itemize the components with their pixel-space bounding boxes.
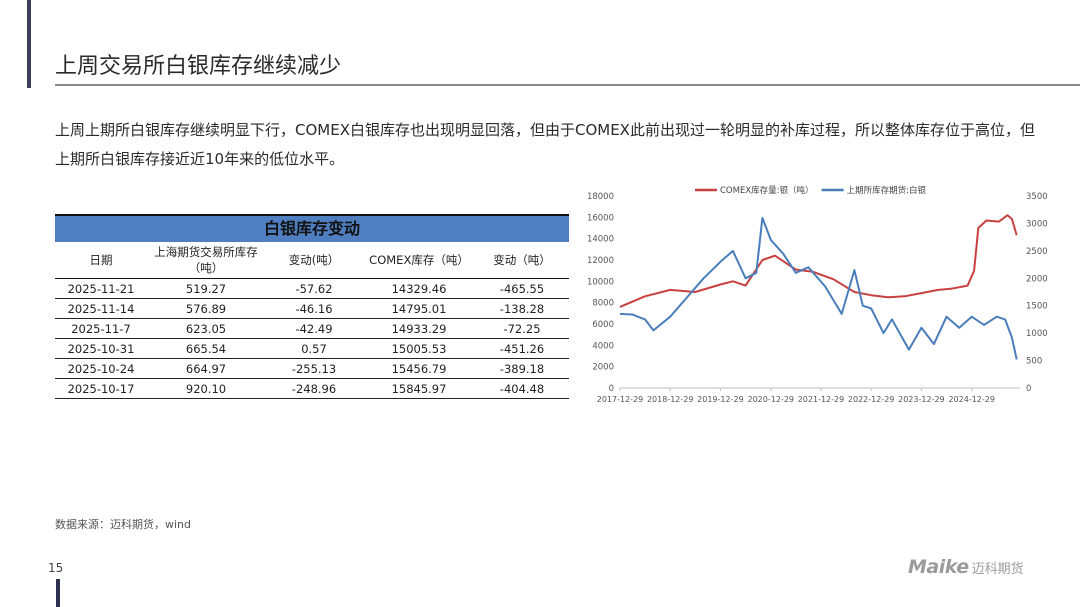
header-shfe-stock: 上海期货交易所库存（吨） bbox=[154, 245, 258, 275]
company-logo: Maike 迈科期货 bbox=[908, 556, 1024, 578]
logo-mark: Maike bbox=[908, 556, 969, 578]
cell-comex-stock: 15456.79 bbox=[391, 361, 447, 376]
cell-date: 2025-11-21 bbox=[67, 281, 135, 296]
page-number: 15 bbox=[48, 561, 64, 575]
data-source-note: 数据来源：迈科期货，wind bbox=[55, 518, 192, 531]
cell-shfe-change: -255.13 bbox=[291, 361, 337, 376]
x-tick-label: 2024-12-29 bbox=[948, 395, 995, 404]
y-left-tick-label: 12000 bbox=[587, 256, 614, 266]
cell-shfe-stock: 665.54 bbox=[185, 341, 227, 356]
cell-shfe-stock: 576.89 bbox=[185, 301, 227, 316]
y-left-tick-label: 2000 bbox=[592, 363, 614, 373]
x-tick-label: 2018-12-29 bbox=[647, 395, 694, 404]
cell-comex-stock: 15005.53 bbox=[391, 341, 447, 356]
cell-comex-change: -138.28 bbox=[499, 301, 545, 316]
cell-comex-change: -389.18 bbox=[499, 361, 545, 376]
x-tick-label: 2022-12-29 bbox=[848, 395, 895, 404]
cell-date: 2025-10-31 bbox=[67, 341, 135, 356]
table-row: 2025-11-21 519.27 -57.62 14329.46 -465.5… bbox=[55, 279, 569, 299]
y-left-tick-label: 16000 bbox=[587, 213, 614, 223]
inventory-line-chart: 0200040006000800010000120001400016000180… bbox=[587, 185, 1048, 404]
header-date: 日期 bbox=[89, 253, 113, 267]
header-comex-stock: COMEX库存（吨） bbox=[369, 253, 469, 267]
cell-comex-stock: 14933.29 bbox=[391, 321, 447, 336]
x-tick-label: 2019-12-29 bbox=[697, 395, 744, 404]
table-top-rule bbox=[55, 214, 569, 216]
y-right-tick-label: 2000 bbox=[1026, 274, 1048, 284]
header-accent-bar bbox=[27, 0, 31, 88]
footer-accent-bar bbox=[56, 579, 60, 607]
table-title: 白银库存变动 bbox=[55, 216, 569, 242]
y-left-tick-label: 0 bbox=[609, 384, 614, 394]
x-tick-label: 2020-12-29 bbox=[748, 395, 795, 404]
header-comex-change: 变动（吨） bbox=[493, 253, 551, 267]
cell-shfe-change: -46.16 bbox=[295, 301, 333, 316]
y-right-tick-label: 3000 bbox=[1026, 219, 1048, 229]
y-left-tick-label: 10000 bbox=[587, 277, 614, 287]
x-tick-label: 2021-12-29 bbox=[798, 395, 845, 404]
cell-shfe-stock: 623.05 bbox=[185, 321, 227, 336]
x-tick-label: 2017-12-29 bbox=[597, 395, 644, 404]
cell-shfe-change: -42.49 bbox=[295, 321, 333, 336]
cell-shfe-stock: 519.27 bbox=[185, 281, 227, 296]
cell-comex-stock: 15845.97 bbox=[391, 381, 447, 396]
y-left-tick-label: 8000 bbox=[592, 299, 614, 309]
cell-shfe-change: 0.57 bbox=[301, 341, 327, 356]
table-row: 2025-10-17 920.10 -248.96 15845.97 -404.… bbox=[55, 379, 569, 399]
table-row: 2025-11-7 623.05 -42.49 14933.29 -72.25 bbox=[55, 319, 569, 339]
title-divider bbox=[55, 84, 1080, 86]
legend-label: COMEX库存量:银（吨） bbox=[720, 185, 814, 196]
y-right-tick-label: 3500 bbox=[1026, 192, 1048, 202]
y-left-tick-label: 6000 bbox=[592, 320, 614, 330]
legend-label: 上期所库存期货:白银 bbox=[847, 185, 927, 196]
cell-comex-stock: 14795.01 bbox=[391, 301, 447, 316]
cell-shfe-stock: 664.97 bbox=[185, 361, 227, 376]
series-line-shfe bbox=[619, 216, 1018, 360]
cell-comex-change: -465.55 bbox=[499, 281, 545, 296]
y-right-tick-label: 500 bbox=[1026, 357, 1042, 367]
cell-comex-stock: 14329.46 bbox=[391, 281, 447, 296]
cell-shfe-change: -248.96 bbox=[291, 381, 337, 396]
table-row: 2025-10-31 665.54 0.57 15005.53 -451.26 bbox=[55, 339, 569, 359]
inventory-table: 白银库存变动 日期 上海期货交易所库存（吨） 变动(吨） COMEX库存（吨） … bbox=[55, 214, 569, 399]
cell-date: 2025-10-24 bbox=[67, 361, 135, 376]
cell-shfe-change: -57.62 bbox=[295, 281, 333, 296]
y-right-tick-label: 1500 bbox=[1026, 302, 1048, 312]
cell-shfe-stock: 920.10 bbox=[185, 381, 227, 396]
series-line-comex bbox=[619, 214, 1018, 308]
summary-text: 上周上期所白银库存继续明显下行，COMEX白银库存也出现明显回落，但由于COME… bbox=[55, 121, 1035, 168]
header-shfe-change: 变动(吨） bbox=[288, 253, 340, 267]
cell-comex-change: -451.26 bbox=[499, 341, 545, 356]
page-title: 上周交易所白银库存继续减少 bbox=[55, 54, 342, 79]
cell-comex-change: -72.25 bbox=[503, 321, 541, 336]
y-right-tick-label: 0 bbox=[1026, 384, 1031, 394]
logo-company-name: 迈科期货 bbox=[971, 562, 1024, 577]
y-left-tick-label: 14000 bbox=[587, 235, 614, 245]
x-tick-label: 2023-12-29 bbox=[898, 395, 945, 404]
cell-date: 2025-11-14 bbox=[67, 301, 135, 316]
table-header-row: 日期 上海期货交易所库存（吨） 变动(吨） COMEX库存（吨） 变动（吨） bbox=[55, 242, 569, 279]
cell-date: 2025-10-17 bbox=[67, 381, 135, 396]
cell-comex-change: -404.48 bbox=[499, 381, 545, 396]
y-left-tick-label: 18000 bbox=[587, 192, 614, 202]
table-row: 2025-10-24 664.97 -255.13 15456.79 -389.… bbox=[55, 359, 569, 379]
cell-date: 2025-11-7 bbox=[71, 321, 131, 336]
y-right-tick-label: 2500 bbox=[1026, 247, 1048, 257]
y-left-tick-label: 4000 bbox=[592, 341, 614, 351]
table-row: 2025-11-14 576.89 -46.16 14795.01 -138.2… bbox=[55, 299, 569, 319]
y-right-tick-label: 1000 bbox=[1026, 329, 1048, 339]
